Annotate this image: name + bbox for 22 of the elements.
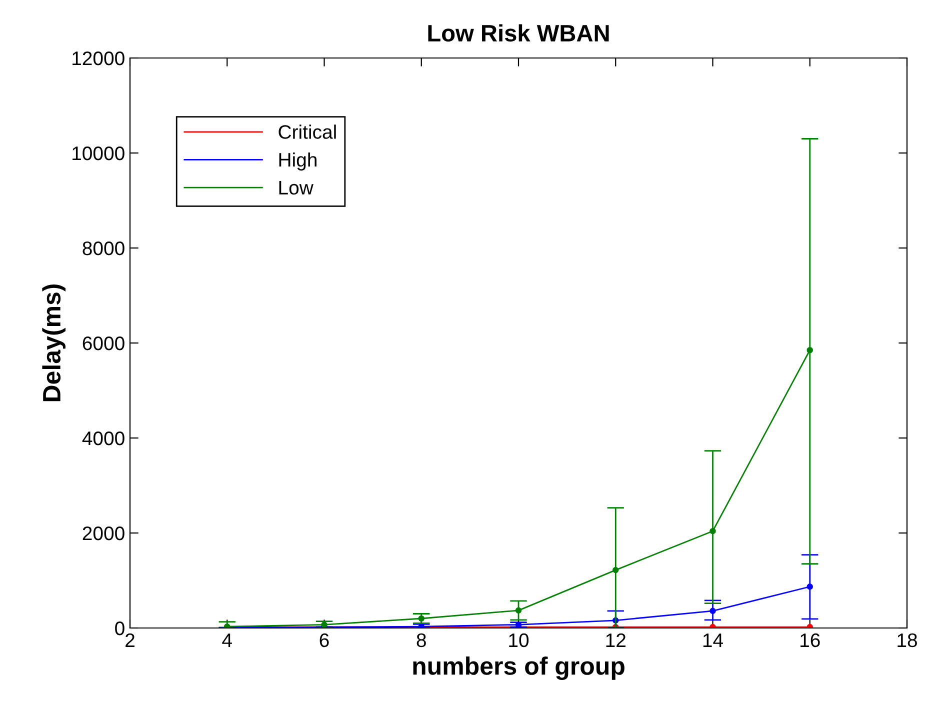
y-tick-label: 12000 xyxy=(72,51,124,66)
y-tick-label: 4000 xyxy=(82,431,124,446)
x-tick-label: 14 xyxy=(703,634,723,647)
x-tick-label: 2 xyxy=(126,633,134,647)
y-tick-label: 8000 xyxy=(82,241,124,256)
y-tick-label: 0 xyxy=(115,621,124,636)
x-tick-label: 12 xyxy=(606,633,626,647)
x-tick-label: 18 xyxy=(898,633,917,648)
y-axis-title: Delay(ms) xyxy=(42,284,66,402)
x-tick-label: 16 xyxy=(800,633,820,648)
x-axis-title: numbers of group xyxy=(413,656,624,680)
x-tick-label: 10 xyxy=(509,633,529,648)
chart-title: Low Risk WBAN xyxy=(428,24,609,42)
legend-label: Low xyxy=(279,181,314,195)
legend-label: High xyxy=(279,152,316,171)
x-tick-label: 6 xyxy=(320,633,329,648)
legend-label: Critical xyxy=(278,124,336,139)
y-tick-label: 2000 xyxy=(82,526,124,540)
y-tick-label: 6000 xyxy=(82,336,124,350)
y-tick-label: 10000 xyxy=(72,146,124,160)
x-tick-label: 4 xyxy=(222,634,232,647)
x-tick-label: 8 xyxy=(416,633,426,648)
